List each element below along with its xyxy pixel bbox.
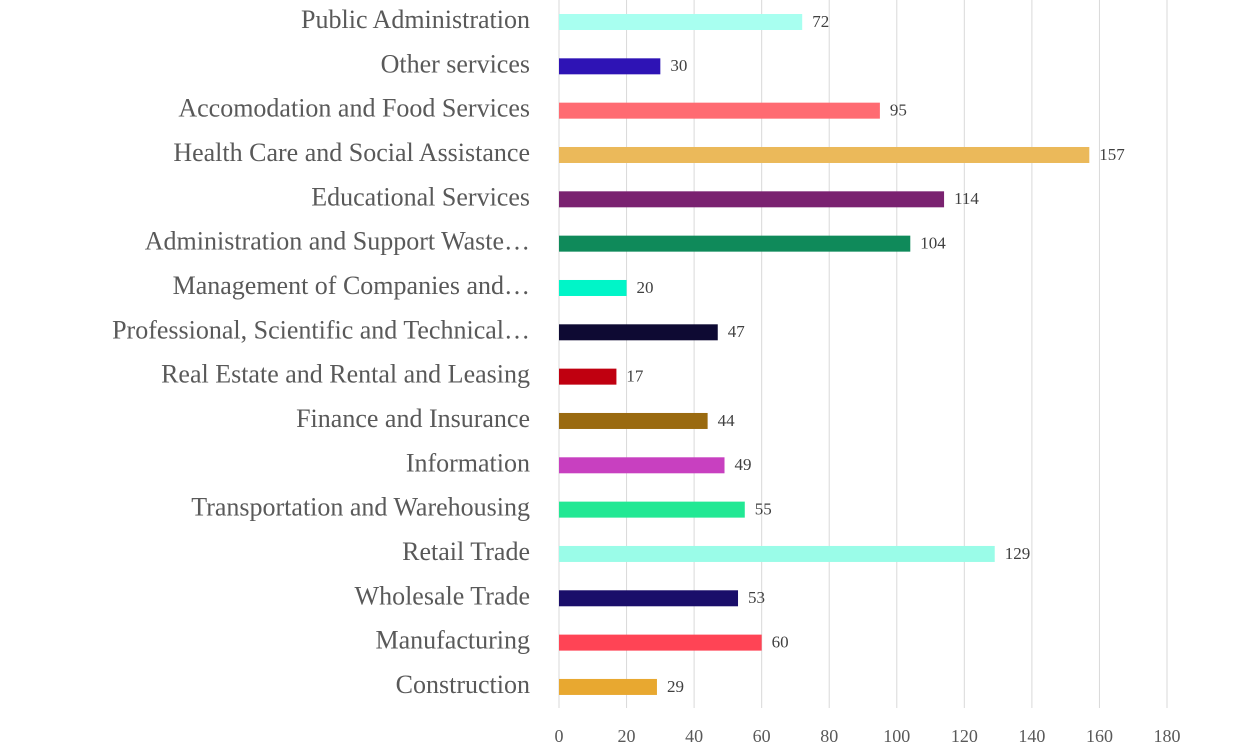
- category-label: Accomodation and Food Services: [178, 94, 530, 123]
- category-label: Transportation and Warehousing: [191, 493, 530, 522]
- x-tick-label: 80: [820, 726, 838, 746]
- x-tick-label: 0: [555, 726, 564, 746]
- value-label: 44: [718, 411, 736, 430]
- bar: [559, 590, 739, 607]
- x-tick-label: 60: [753, 726, 771, 746]
- value-label: 49: [735, 455, 752, 474]
- category-label: Other services: [381, 49, 530, 78]
- bar: [559, 279, 627, 296]
- bar: [559, 58, 661, 75]
- value-label: 17: [626, 367, 644, 386]
- bar: [559, 102, 880, 119]
- value-label: 72: [812, 12, 829, 31]
- x-tick-label: 140: [1018, 726, 1045, 746]
- category-label: Manufacturing: [375, 626, 530, 655]
- bar: [559, 235, 911, 252]
- value-label: 30: [670, 56, 687, 75]
- bar: [559, 146, 1090, 163]
- bar: [559, 678, 657, 695]
- category-label: Wholesale Trade: [355, 581, 530, 610]
- category-label: Management of Companies and…: [173, 271, 530, 300]
- category-label: Public Administration: [301, 5, 530, 34]
- x-tick-label: 20: [618, 726, 636, 746]
- bar: [559, 324, 718, 341]
- category-label: Administration and Support Waste…: [145, 227, 530, 256]
- bar: [559, 634, 762, 651]
- value-label: 20: [637, 278, 654, 297]
- value-label: 60: [772, 633, 789, 652]
- value-label: 53: [748, 588, 765, 607]
- value-label: 47: [728, 322, 746, 341]
- category-label: Retail Trade: [402, 537, 530, 566]
- bar: [559, 191, 945, 208]
- bar: [559, 457, 725, 474]
- category-label: Health Care and Social Assistance: [173, 138, 530, 167]
- bar: [559, 545, 995, 562]
- x-tick-label: 100: [883, 726, 910, 746]
- category-label: Information: [406, 448, 530, 477]
- category-label: Professional, Scientific and Technical…: [112, 315, 530, 344]
- bar: [559, 501, 745, 518]
- bar: [559, 368, 617, 385]
- value-label: 114: [954, 189, 979, 208]
- x-tick-label: 180: [1154, 726, 1181, 746]
- value-label: 95: [890, 101, 907, 120]
- bar: [559, 14, 803, 30]
- value-label: 29: [667, 677, 684, 696]
- category-label: Educational Services: [311, 182, 530, 211]
- value-label: 55: [755, 500, 772, 519]
- value-label: 157: [1099, 145, 1125, 164]
- value-label: 104: [920, 234, 946, 253]
- category-label: Finance and Insurance: [296, 404, 530, 433]
- value-label: 129: [1005, 544, 1031, 563]
- x-tick-label: 40: [685, 726, 703, 746]
- category-label: Construction: [396, 670, 530, 699]
- category-label: Real Estate and Rental and Leasing: [161, 360, 530, 389]
- x-tick-label: 160: [1086, 726, 1113, 746]
- bar: [559, 412, 708, 429]
- x-tick-label: 120: [951, 726, 978, 746]
